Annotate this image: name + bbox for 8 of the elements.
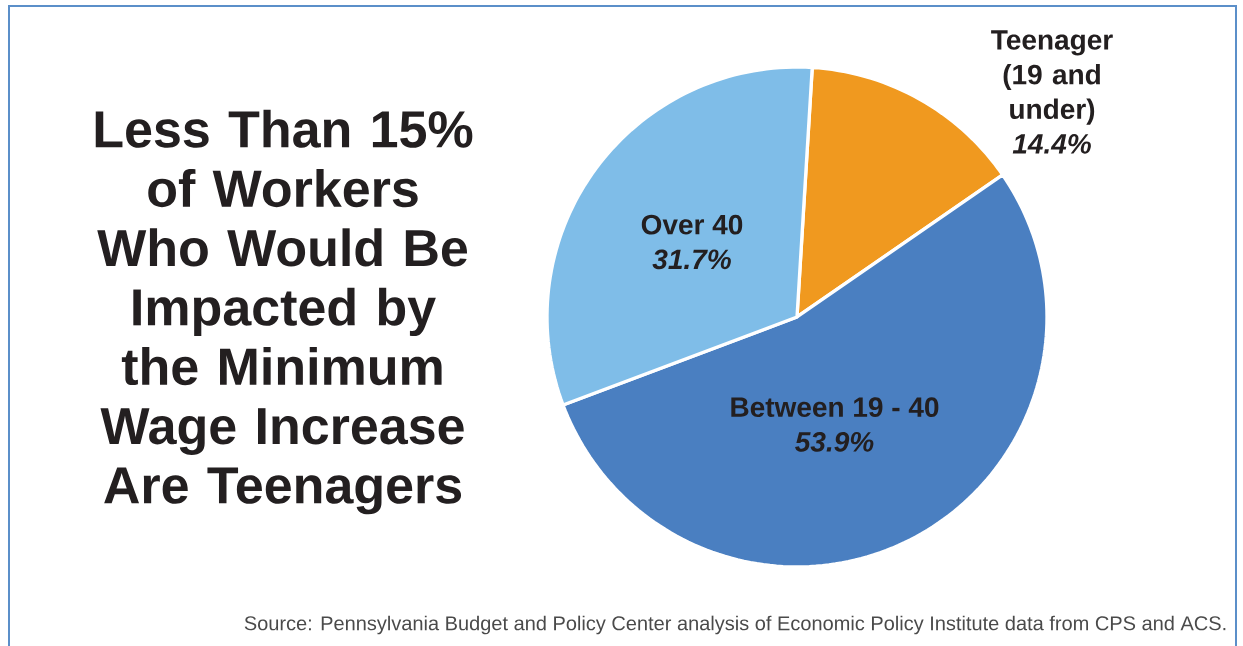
slice-label: Teenager (19 and under) [991, 30, 1113, 125]
source-note: Source: Pennsylvania Budget and Policy Center analysis of Economic Policy Institute data from CPS and ACS. [244, 615, 1226, 635]
slice-label: Over 40 [641, 214, 743, 235]
text: Less Than 15% of Workers Who Would Be Impacted by the Minimum Wage Increase Are Teenagers [95, 109, 473, 515]
data-label: 53.9% [795, 431, 874, 452]
data-label: 14.4% [1012, 134, 1091, 154]
data-label: 31.7% [652, 249, 731, 270]
slice-label: Between 19 - 40 [731, 397, 939, 418]
